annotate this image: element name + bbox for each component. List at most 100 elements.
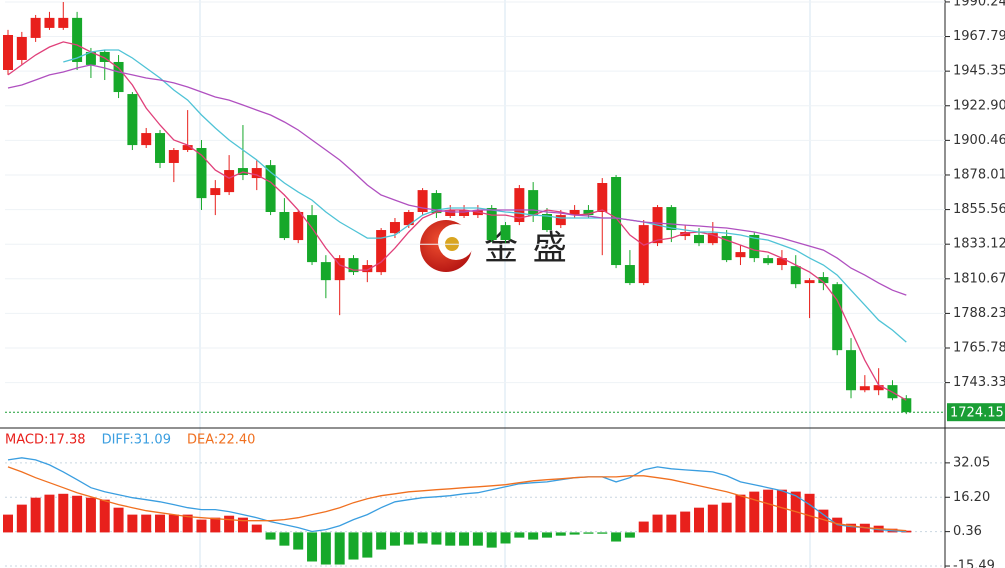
macd-bar <box>694 507 704 533</box>
macd-bar <box>113 507 124 533</box>
macd-bar <box>141 514 152 533</box>
macd-bar <box>707 504 718 533</box>
candle-body <box>389 222 400 234</box>
candle-body <box>735 252 746 258</box>
candle-body <box>680 232 691 237</box>
macd-bar <box>472 532 483 546</box>
candle-body <box>832 284 843 351</box>
candle-body <box>859 386 870 391</box>
candle-body <box>611 176 622 266</box>
macd-bar <box>569 532 580 535</box>
candle-body <box>334 258 345 281</box>
candle-body <box>320 262 331 281</box>
candle-body <box>279 211 290 239</box>
y-tick-label: 1810.67 <box>953 271 1005 286</box>
macd-bar <box>265 532 276 540</box>
candle-body <box>265 165 276 212</box>
candle-body <box>30 17 41 38</box>
candle-body <box>445 209 456 217</box>
candle-body <box>583 209 594 216</box>
candle-body <box>127 94 138 146</box>
macd-bar <box>348 532 359 560</box>
candle-body <box>16 37 27 60</box>
macd-bar <box>901 530 912 533</box>
legend-label: DEA:22.40 <box>187 433 256 448</box>
macd-bar <box>196 519 207 533</box>
macd-bar <box>389 532 400 546</box>
macd-bar <box>652 514 663 533</box>
y-tick-label: 1765.78 <box>953 341 1005 356</box>
candle-body <box>749 234 760 259</box>
candle-body <box>776 258 787 266</box>
legend-label: MACD:17.38 <box>5 433 86 448</box>
candle-body <box>362 265 373 273</box>
macd-bar <box>624 532 635 538</box>
indicator-line <box>7 466 907 532</box>
y-tick-label: 1900.46 <box>953 133 1005 148</box>
candle-body <box>44 17 55 28</box>
macd-bar <box>597 532 608 534</box>
candle-body <box>99 51 110 62</box>
y-tick-label: 1945.35 <box>953 64 1005 79</box>
candle-body <box>307 215 318 263</box>
macd-bar <box>500 532 511 544</box>
candle-body <box>113 61 124 93</box>
candle-body <box>624 265 635 284</box>
candle-body <box>486 207 497 241</box>
macd-bar <box>735 494 746 533</box>
candle-body <box>85 51 96 65</box>
candle-body <box>224 170 235 193</box>
macd-bar <box>514 532 525 538</box>
candle-body <box>638 225 649 284</box>
macd-bar <box>776 489 787 533</box>
legend-label: DIFF:31.09 <box>102 433 171 448</box>
candle-body <box>417 190 428 212</box>
y-tick-label: 1990.24 <box>953 0 1005 9</box>
y-tick-label: 1833.12 <box>953 237 1005 252</box>
macd-bar <box>307 532 318 562</box>
last-price-label: 1724.15 <box>950 406 1004 421</box>
macd-bar <box>334 532 345 565</box>
candle-body <box>818 277 829 284</box>
macd-bar <box>376 532 387 550</box>
macd-bar <box>638 521 649 533</box>
macd-bar <box>541 532 552 538</box>
candle-body <box>72 17 83 62</box>
candle-body <box>597 183 608 212</box>
candle-body <box>293 211 304 241</box>
macd-bar <box>749 491 760 533</box>
candle-body <box>763 258 774 264</box>
candle-body <box>348 258 359 273</box>
macd-bar <box>182 514 193 533</box>
macd-bar <box>763 489 774 533</box>
macd-bar <box>320 532 331 565</box>
macd-bar <box>251 524 262 533</box>
candle-body <box>804 280 815 284</box>
macd-bar <box>721 502 732 533</box>
candle-body <box>182 145 193 151</box>
candle-body <box>555 215 566 226</box>
moving-average-line <box>7 41 907 401</box>
y-tick-label: 16.20 <box>953 490 990 505</box>
macd-bar <box>611 532 622 542</box>
y-tick-label: 1922.90 <box>953 98 1005 113</box>
macd-bar <box>155 514 166 533</box>
macd-bar <box>362 532 373 558</box>
macd-bar <box>3 514 13 533</box>
macd-bar <box>403 532 414 545</box>
candle-body <box>528 190 539 217</box>
macd-bar <box>85 497 96 533</box>
macd-bar <box>58 493 69 533</box>
moving-average-line <box>63 49 907 343</box>
candle-body <box>196 148 207 199</box>
candle-body <box>251 168 262 179</box>
macd-bar <box>804 493 815 533</box>
candle-body <box>155 133 166 163</box>
candle-body <box>168 150 179 163</box>
candle-body <box>431 193 442 214</box>
candle-body <box>459 209 470 217</box>
macd-bar <box>583 532 594 534</box>
candle-body <box>901 398 912 413</box>
macd-bar <box>168 514 179 533</box>
